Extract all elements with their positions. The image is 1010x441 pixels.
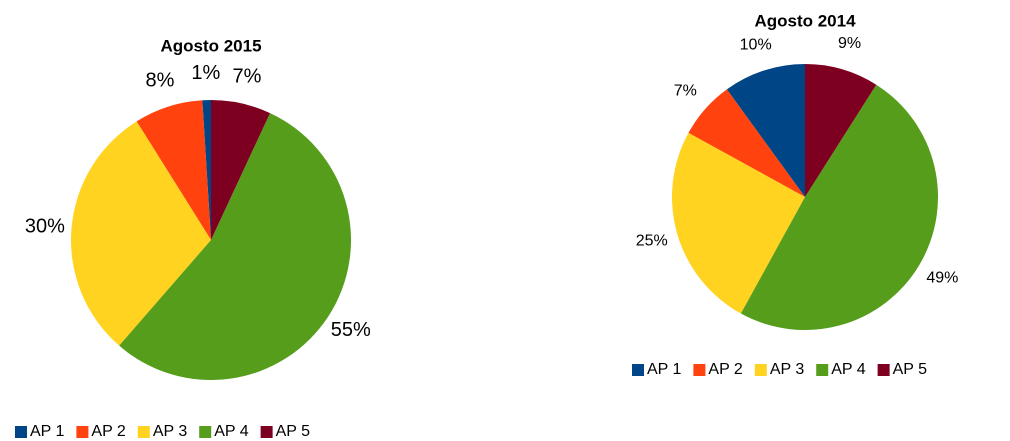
- legend-label: AP 5: [893, 361, 928, 378]
- legend-swatch: [260, 426, 273, 438]
- legend-label: AP 5: [276, 423, 311, 440]
- data-label: 8%: [146, 70, 175, 92]
- data-label: 10%: [740, 36, 772, 53]
- pie-slice: [71, 121, 211, 346]
- legend-swatch: [816, 364, 829, 376]
- legend-label: AP 3: [770, 361, 805, 378]
- legend-swatch: [15, 426, 27, 438]
- pie-slice: [119, 113, 352, 381]
- legend-label: AP 4: [214, 423, 249, 440]
- pie-slice: [136, 100, 211, 240]
- legend-swatch: [632, 364, 644, 376]
- pie-slice: [805, 64, 877, 197]
- legend-label: AP 3: [153, 423, 188, 440]
- legend-label: AP 2: [708, 361, 743, 378]
- pie-slice: [211, 100, 271, 240]
- legend-label: AP 2: [91, 423, 126, 440]
- data-label: 55%: [331, 319, 371, 341]
- pie-slice: [740, 84, 939, 331]
- data-label: 7%: [674, 83, 697, 100]
- pie-slice: [726, 64, 805, 197]
- legend-swatch: [137, 426, 150, 438]
- legend-swatch: [693, 364, 706, 376]
- pie-slice: [202, 100, 211, 240]
- chart-title: Agosto 2015: [160, 36, 261, 55]
- data-label: 30%: [25, 215, 65, 237]
- data-label: 25%: [636, 233, 668, 250]
- data-label: 9%: [838, 35, 861, 52]
- pie-slice: [672, 132, 805, 314]
- legend-swatch: [754, 364, 767, 376]
- legend-label: AP 1: [647, 361, 682, 378]
- legend-label: AP 4: [831, 361, 866, 378]
- chart-title: Agosto 2014: [754, 11, 856, 30]
- data-label: 49%: [926, 269, 958, 286]
- legend-swatch: [877, 364, 890, 376]
- data-label: 7%: [233, 66, 262, 88]
- legend-swatch: [76, 426, 89, 438]
- legend-swatch: [199, 426, 212, 438]
- legend-label: AP 1: [30, 423, 65, 440]
- pie-slice: [688, 89, 805, 197]
- data-label: 1%: [191, 62, 220, 84]
